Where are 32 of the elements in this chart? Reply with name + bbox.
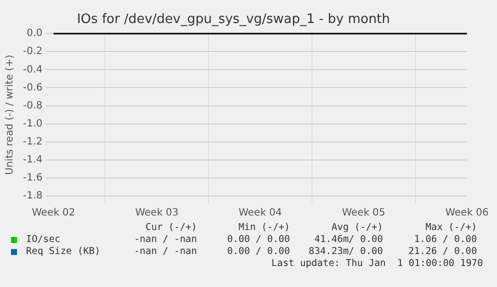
text: Min (-/+) bbox=[238, 222, 290, 234]
x-tick-label: Week 06 bbox=[445, 208, 489, 219]
text: Avg (-/+) bbox=[332, 222, 383, 234]
x-tick-label: Week 05 bbox=[342, 208, 386, 219]
chart-title: IOs for /dev/dev_gpu_sys_vg/swap_1 - by month bbox=[76, 12, 390, 28]
x-tick-label: Week 03 bbox=[135, 208, 179, 219]
y-tick-label: -1.0 bbox=[22, 118, 43, 130]
x-tick-label: Week 02 bbox=[32, 208, 76, 219]
text: -nan / -nan bbox=[134, 234, 197, 246]
text: Last update: Thu Jan 1 01:00:00 1970 bbox=[271, 258, 483, 270]
text: 41.46m/ 0.00 bbox=[314, 234, 383, 246]
x-tick-label: Week 04 bbox=[238, 208, 282, 219]
y-tick-label: -1.8 bbox=[22, 190, 43, 202]
text: 834.23m/ 0.00 bbox=[308, 246, 383, 258]
text: Cur (-/+) bbox=[146, 222, 197, 234]
text: 21.26 / 0.00 bbox=[408, 246, 477, 258]
y-tick-label: -0.6 bbox=[22, 82, 43, 94]
y-tick-label: -1.6 bbox=[22, 172, 43, 184]
y-tick-label: 0.0 bbox=[26, 28, 43, 40]
y-tick-label: -0.2 bbox=[22, 46, 43, 58]
legend-label: Req Size (KB) bbox=[26, 246, 100, 258]
text: 0.00 / 0.00 bbox=[227, 234, 290, 246]
y-axis-title: Units read (-) / write (+) bbox=[4, 54, 16, 175]
text: 0.00 / 0.00 bbox=[227, 246, 290, 258]
text: 1.06 / 0.00 bbox=[414, 234, 477, 246]
y-tick-label: -1.4 bbox=[22, 154, 43, 166]
y-tick-label: -0.8 bbox=[22, 100, 43, 112]
legend-label: IO/sec bbox=[26, 234, 60, 246]
text: -nan / -nan bbox=[134, 246, 197, 258]
y-tick-label: -0.4 bbox=[22, 64, 43, 76]
text: Max (-/+) bbox=[426, 222, 477, 234]
y-tick-label: -1.2 bbox=[22, 136, 43, 148]
